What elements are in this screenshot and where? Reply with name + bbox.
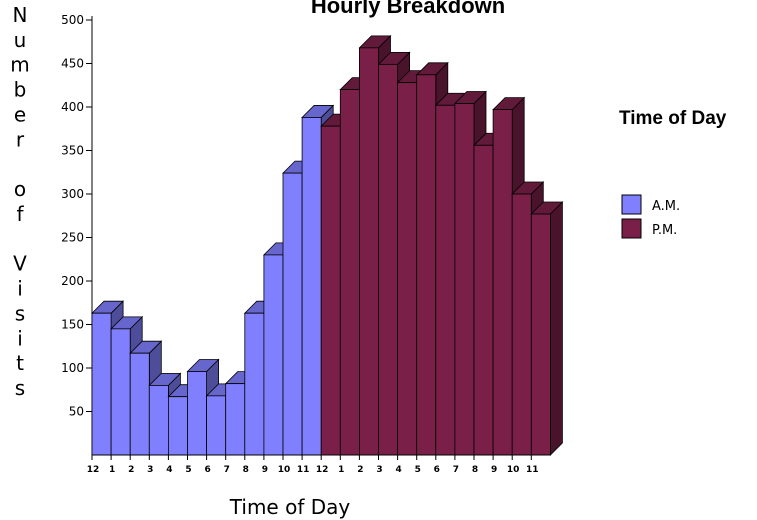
x-tick-label: 11 xyxy=(526,465,539,475)
x-tick-label: 11 xyxy=(297,465,310,475)
bar-front xyxy=(320,125,341,456)
bar-front xyxy=(129,352,150,456)
bar-front xyxy=(492,109,513,456)
x-tick-label: 8 xyxy=(472,465,478,475)
x-tick-label: 2 xyxy=(357,465,363,475)
x-tick-label: 4 xyxy=(166,465,172,475)
x-axis-label: Time of Day xyxy=(229,495,351,519)
x-tick-label: 7 xyxy=(224,465,230,475)
bar-front xyxy=(148,384,169,456)
legend-label: A.M. xyxy=(652,199,680,214)
bars xyxy=(91,34,564,456)
y-axis-label-letter: N xyxy=(13,3,28,27)
y-axis-label-letter: s xyxy=(15,301,25,325)
bar xyxy=(530,201,564,456)
x-tick-label: 1 xyxy=(338,465,344,475)
y-tick-label: 50 xyxy=(69,405,84,419)
x-tick-label: 6 xyxy=(204,465,210,475)
y-tick-label: 350 xyxy=(61,144,84,158)
bar-front xyxy=(378,63,399,456)
y-axis-label-letter: t xyxy=(16,351,24,375)
y-tick-label: 150 xyxy=(61,318,84,332)
bar-front xyxy=(206,395,227,456)
bar-front xyxy=(397,82,418,456)
x-tick-label: 5 xyxy=(415,465,421,475)
bar-front xyxy=(244,312,265,456)
legend-swatch xyxy=(621,194,642,215)
bar-front xyxy=(263,254,284,456)
bar-front xyxy=(167,396,188,456)
y-axis-label-letter: f xyxy=(16,202,24,226)
y-tick-label: 200 xyxy=(61,274,84,288)
y-tick-label: 250 xyxy=(61,231,84,245)
legend-title: Time of Day xyxy=(619,108,727,129)
x-axis: 12 1 2 3 4 5 6 7 8 9 10 11 12 1 2 3 4 5 6 7 8 9 10 11 xyxy=(87,454,551,475)
bar-front xyxy=(282,172,303,456)
y-axis-label-letter: u xyxy=(14,28,27,52)
x-tick-label: 8 xyxy=(243,465,249,475)
y-tick-label: 100 xyxy=(61,361,84,375)
legend: Time of Day A.M. P.M. xyxy=(619,108,727,239)
x-tick-label: 2 xyxy=(128,465,134,475)
x-tick-label: 10 xyxy=(507,465,520,475)
bar-front xyxy=(187,371,208,456)
x-tick-label: 7 xyxy=(453,465,459,475)
x-tick-label: 1 xyxy=(109,465,115,475)
bar-front xyxy=(435,104,456,456)
x-tick-label: 9 xyxy=(491,465,497,475)
bar-front xyxy=(91,312,112,456)
x-tick-label: 5 xyxy=(185,465,191,475)
bar-front xyxy=(454,103,475,456)
bar-front xyxy=(301,117,322,456)
bar-front xyxy=(339,89,360,456)
y-tick-label: 400 xyxy=(61,100,84,114)
bar-front xyxy=(358,47,379,456)
y-tick-label: 300 xyxy=(61,187,84,201)
y-axis-label-letter: b xyxy=(14,78,27,102)
legend-swatch xyxy=(621,218,642,239)
y-axis: 50 100 150 200 250 300 350 400 450 500 xyxy=(61,13,93,455)
y-tick-label: 450 xyxy=(61,57,84,71)
y-axis-label-letter: i xyxy=(17,326,23,350)
legend-label: P.M. xyxy=(652,223,677,238)
y-axis-label-letter: s xyxy=(15,376,25,400)
bar-front xyxy=(530,213,551,456)
y-axis-label-letter: i xyxy=(17,277,23,301)
x-tick-label: 10 xyxy=(278,465,291,475)
x-tick-label: 3 xyxy=(376,465,382,475)
y-axis-label-letter: e xyxy=(14,102,26,126)
bar-front xyxy=(225,383,246,456)
x-tick-label: 12 xyxy=(87,465,100,475)
x-tick-label: 4 xyxy=(395,465,401,475)
chart-title: Hourly Breakdown xyxy=(311,0,505,18)
y-axis-label-letter: o xyxy=(14,177,26,201)
x-tick-label: 3 xyxy=(147,465,153,475)
bar-side xyxy=(550,201,563,456)
y-axis-label-letter: V xyxy=(13,252,27,276)
x-tick-label: 9 xyxy=(262,465,268,475)
x-tick-label: 6 xyxy=(434,465,440,475)
bar-front xyxy=(110,328,131,456)
y-axis-label-letter: m xyxy=(10,53,29,77)
bar-front xyxy=(473,144,494,456)
x-tick-label: 12 xyxy=(316,465,329,475)
bar-front xyxy=(416,74,437,456)
y-axis-label-letter: r xyxy=(16,127,25,151)
y-tick-label: 500 xyxy=(61,13,84,27)
bar-front xyxy=(511,193,532,456)
